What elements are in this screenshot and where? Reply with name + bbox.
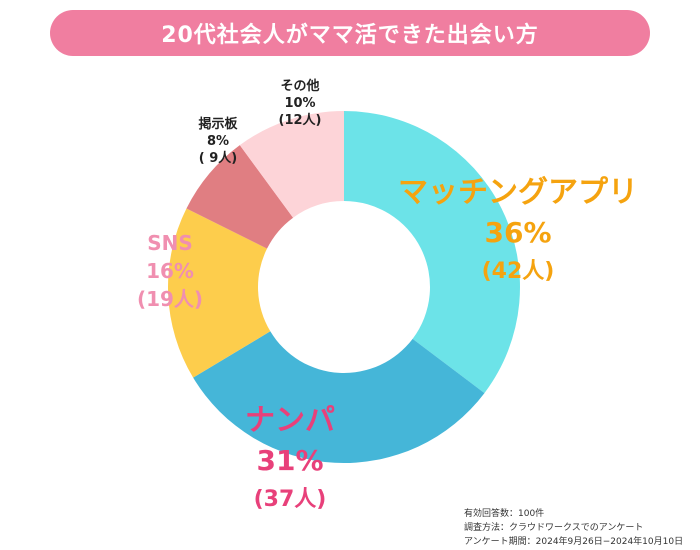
footnote-method: 調査方法：クラウドワークスでのアンケート [464, 523, 644, 533]
slice-1-label: ナンパ [245, 403, 335, 438]
slice-4-count: (12人) [279, 112, 322, 128]
slice-3-count: ( 9人) [199, 150, 237, 166]
slice-1 [193, 331, 485, 464]
slice-2-percent: 16% [146, 259, 194, 283]
slice-4-percent: 10% [284, 96, 315, 111]
slice-0-label: マッチングアプリ [398, 175, 638, 210]
slice-2-label: SNS [147, 231, 193, 255]
title-banner: 20代社会人がママ活できた出会い方 [50, 10, 650, 56]
slice-3 [186, 145, 294, 249]
slice-2 [167, 208, 271, 378]
slice-1-count: (37人) [254, 487, 327, 512]
slice-4 [239, 111, 344, 218]
slice-0-percent: 36% [484, 216, 551, 249]
footnote-period: アンケート期間：2024年9月26日−2024年10月10日 [464, 537, 684, 547]
slice-4-label: その他 [280, 78, 319, 94]
slice-0-count: (42人) [482, 259, 555, 284]
slice-3-percent: 8% [207, 134, 229, 149]
footnote-responses: 有効回答数：100件 [464, 509, 545, 519]
chart-title: 20代社会人がママ活できた出会い方 [161, 23, 539, 48]
slice-1-percent: 31% [256, 444, 323, 477]
slice-2-count: (19人) [137, 287, 203, 311]
slice-3-label: 掲示板 [198, 116, 238, 132]
slice-0 [344, 111, 521, 394]
